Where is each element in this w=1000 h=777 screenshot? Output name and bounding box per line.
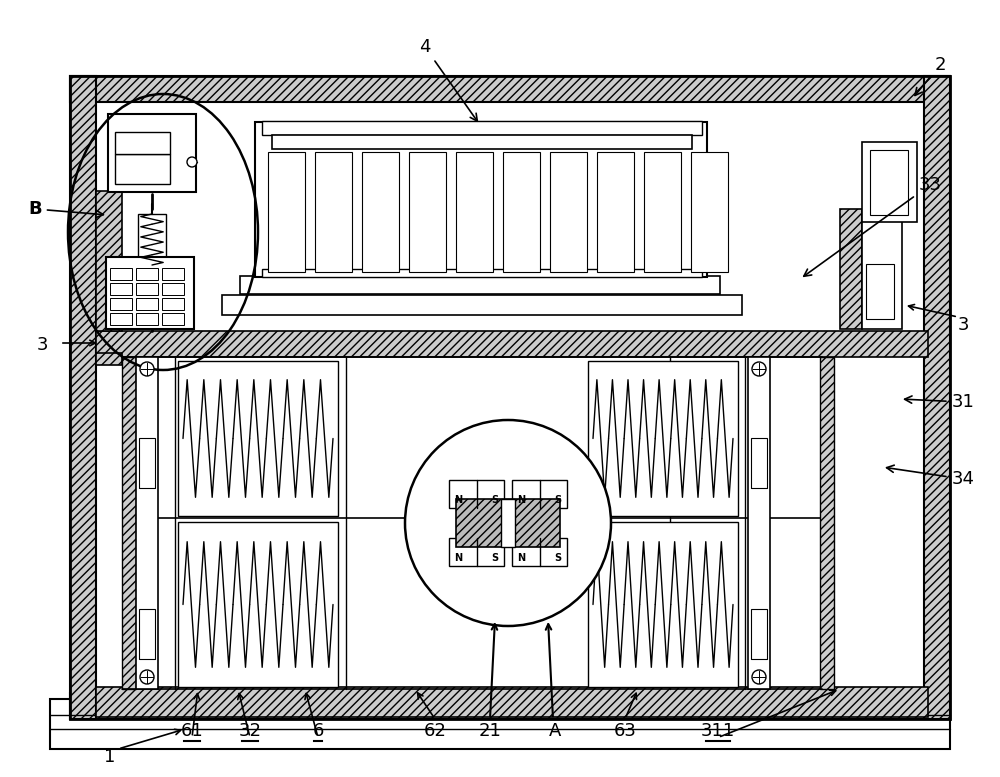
Bar <box>449 538 504 566</box>
Bar <box>501 499 515 547</box>
Text: N: N <box>517 495 525 505</box>
Text: S: S <box>554 495 562 505</box>
Bar <box>456 499 560 547</box>
Text: 62: 62 <box>424 722 446 740</box>
Bar <box>255 122 707 277</box>
Bar <box>751 438 767 488</box>
Text: N: N <box>454 495 462 505</box>
Bar <box>136 283 158 295</box>
Bar <box>96 687 928 717</box>
Bar <box>115 132 170 154</box>
Bar <box>136 357 158 689</box>
Bar <box>362 152 399 272</box>
Bar <box>262 121 702 135</box>
Circle shape <box>140 362 154 376</box>
Bar <box>106 257 194 329</box>
Bar <box>122 357 136 689</box>
Bar <box>870 150 908 215</box>
Bar <box>862 142 917 222</box>
Bar <box>862 209 902 329</box>
Bar <box>139 438 155 488</box>
Bar <box>550 152 587 272</box>
Circle shape <box>752 670 766 684</box>
Bar <box>512 538 567 566</box>
Bar <box>222 295 742 315</box>
Bar <box>162 313 184 325</box>
Bar <box>866 264 894 319</box>
Bar <box>588 361 738 516</box>
Bar <box>262 269 702 277</box>
Text: 2: 2 <box>915 56 946 96</box>
Text: S: S <box>554 553 562 563</box>
Text: 4: 4 <box>419 38 477 121</box>
Bar <box>96 353 122 365</box>
Text: S: S <box>491 553 499 563</box>
Text: B: B <box>28 200 103 218</box>
Bar <box>409 152 446 272</box>
Bar <box>96 191 122 331</box>
Circle shape <box>140 670 154 684</box>
Bar <box>110 298 132 310</box>
Bar <box>315 152 352 272</box>
Bar <box>512 480 567 508</box>
Bar <box>644 152 681 272</box>
Bar <box>110 283 132 295</box>
Text: 34: 34 <box>887 465 974 488</box>
Bar <box>268 152 305 272</box>
Bar <box>137 268 167 283</box>
Bar <box>96 331 928 357</box>
Bar <box>110 313 132 325</box>
Bar <box>503 152 540 272</box>
Circle shape <box>752 362 766 376</box>
Bar <box>136 298 158 310</box>
Text: 61: 61 <box>181 722 203 740</box>
Text: 3: 3 <box>36 336 48 354</box>
Bar <box>108 114 196 192</box>
Text: S: S <box>491 495 499 505</box>
Bar <box>162 283 184 295</box>
Bar <box>136 268 158 280</box>
Bar <box>115 154 170 184</box>
Bar <box>139 609 155 659</box>
Bar <box>449 480 504 508</box>
Bar <box>70 76 950 719</box>
Text: 31: 31 <box>905 393 974 411</box>
Text: 33: 33 <box>804 176 942 277</box>
Bar <box>162 268 184 280</box>
Text: 1: 1 <box>104 748 116 766</box>
Bar <box>751 609 767 659</box>
Bar <box>162 298 184 310</box>
Text: 3: 3 <box>957 316 969 334</box>
Bar <box>110 268 132 280</box>
Text: 32: 32 <box>239 722 262 740</box>
Bar <box>597 152 634 272</box>
Bar <box>456 152 493 272</box>
Text: 311: 311 <box>701 722 735 740</box>
Bar <box>70 76 96 719</box>
Bar <box>840 209 862 329</box>
Bar <box>924 76 950 719</box>
Text: A: A <box>549 722 561 740</box>
Bar <box>136 313 158 325</box>
Bar <box>272 135 692 149</box>
Bar <box>588 522 738 687</box>
Text: 6: 6 <box>312 722 324 740</box>
Bar <box>70 76 950 102</box>
Bar <box>178 522 338 687</box>
Bar <box>748 357 770 689</box>
Bar <box>50 699 950 749</box>
Bar <box>178 361 338 516</box>
Text: N: N <box>454 553 462 563</box>
Text: 63: 63 <box>614 722 636 740</box>
Bar <box>820 357 834 689</box>
Bar <box>70 693 950 719</box>
Bar <box>691 152 728 272</box>
Text: 21: 21 <box>479 722 501 740</box>
Bar <box>240 276 720 294</box>
Circle shape <box>405 420 611 626</box>
Bar <box>138 214 166 265</box>
Circle shape <box>187 157 197 167</box>
Text: N: N <box>517 553 525 563</box>
